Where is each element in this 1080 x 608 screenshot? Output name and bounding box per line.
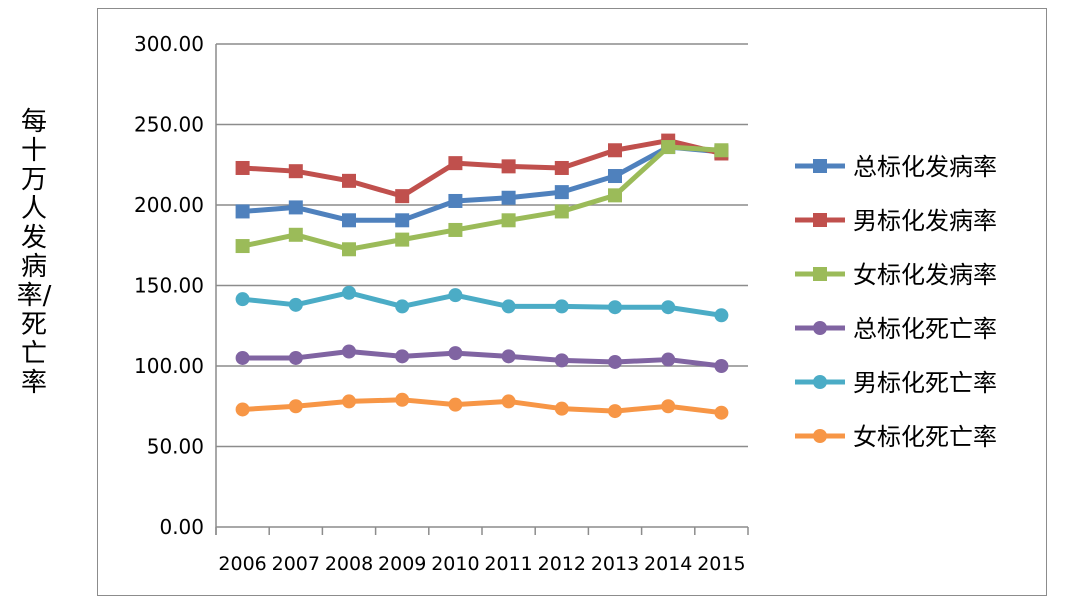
legend-swatch-marker [813, 267, 827, 281]
data-point [288, 350, 303, 365]
x-tick-label: 2007 [272, 553, 320, 575]
y-tick-label: 200.00 [134, 193, 204, 217]
data-point [342, 394, 356, 409]
y-tick-label: 100.00 [134, 354, 204, 378]
data-point [448, 397, 463, 412]
legend-label: 女标化死亡率 [853, 423, 997, 451]
y-tick-label: 50.00 [147, 435, 204, 459]
data-point [448, 346, 463, 361]
data-point [714, 143, 729, 158]
x-tick-label: 2008 [325, 553, 373, 575]
data-point [554, 160, 569, 175]
data-point [554, 185, 569, 200]
data-point [448, 193, 463, 208]
data-point [661, 140, 676, 155]
y-axis-label: 每十万人发病率/死亡率 [16, 107, 52, 398]
x-tick-label: 2006 [218, 553, 266, 575]
data-point [235, 204, 250, 219]
legend-swatch-marker [813, 429, 827, 443]
data-point [501, 159, 516, 174]
data-point [608, 169, 622, 184]
chart-frame [97, 8, 1047, 596]
data-point [342, 213, 356, 228]
data-point [342, 285, 356, 300]
data-point [235, 402, 250, 417]
data-point [661, 399, 676, 414]
legend-swatch-marker [813, 159, 827, 173]
series-line [240, 290, 724, 318]
data-point [395, 299, 410, 314]
data-point [608, 404, 622, 419]
data-point [342, 344, 356, 359]
x-tick-label: 2011 [484, 553, 532, 575]
data-point [714, 308, 729, 323]
data-point [661, 300, 676, 315]
data-point [342, 242, 356, 257]
data-point [554, 204, 569, 219]
x-tick-label: 2009 [378, 553, 426, 575]
y-tick-label: 250.00 [134, 113, 204, 137]
data-point [554, 401, 569, 416]
legend-label: 总标化发病率 [853, 153, 997, 181]
data-point [448, 288, 463, 303]
x-tick-label: 2015 [697, 553, 745, 575]
legend-swatch-marker [813, 213, 827, 227]
legend-label: 总标化死亡率 [853, 315, 997, 343]
data-point [235, 292, 250, 307]
series-line [240, 349, 724, 369]
data-point [714, 359, 729, 373]
legend-label: 男标化死亡率 [853, 369, 997, 397]
series-line [240, 144, 724, 252]
data-point [288, 399, 303, 414]
data-point [714, 405, 729, 420]
data-point [501, 299, 516, 314]
data-point [235, 350, 250, 365]
data-point [288, 200, 303, 215]
series-line [240, 138, 724, 199]
series-line [240, 397, 724, 416]
legend-label: 女标化发病率 [853, 261, 997, 289]
data-point [342, 173, 356, 188]
data-point [288, 297, 303, 312]
y-tick-label: 0.00 [159, 515, 204, 539]
data-point [554, 299, 569, 314]
data-point [235, 160, 250, 175]
data-point [501, 349, 516, 364]
data-point [395, 189, 410, 204]
legend-swatch-marker [813, 321, 827, 335]
x-tick-label: 2012 [538, 553, 586, 575]
data-point [395, 213, 410, 228]
data-point [395, 392, 410, 407]
y-tick-label: 300.00 [134, 32, 204, 56]
legend-swatch-marker [813, 375, 827, 389]
legend-label: 男标化发病率 [853, 207, 997, 235]
data-point [608, 143, 622, 158]
data-point [288, 227, 303, 242]
data-point [501, 394, 516, 409]
data-point [235, 239, 250, 254]
data-point [448, 222, 463, 237]
data-point [395, 349, 410, 364]
data-point [288, 164, 303, 179]
series-line [240, 144, 724, 223]
data-point [661, 352, 676, 367]
x-tick-label: 2014 [644, 553, 692, 575]
data-point [554, 353, 569, 368]
data-point [395, 232, 410, 247]
data-point [501, 213, 516, 228]
data-point [608, 188, 622, 203]
x-tick-label: 2013 [591, 553, 639, 575]
data-point [501, 190, 516, 205]
data-point [448, 156, 463, 171]
y-tick-label: 150.00 [134, 274, 204, 298]
data-point [608, 354, 622, 369]
x-tick-label: 2010 [431, 553, 479, 575]
data-point [608, 300, 622, 315]
